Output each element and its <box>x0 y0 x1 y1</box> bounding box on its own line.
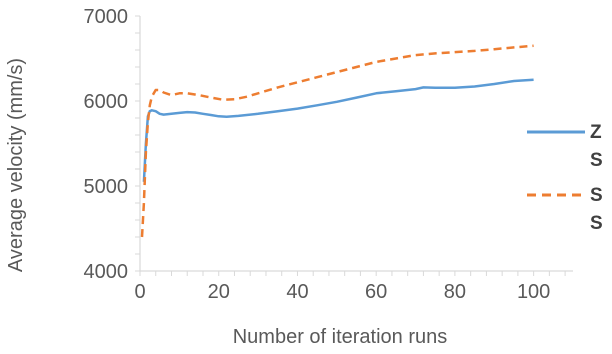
x-tick-labels: 0 20 40 60 80 100 <box>134 281 550 303</box>
x-tick-label: 20 <box>208 281 230 303</box>
x-tick-label: 0 <box>134 281 145 303</box>
x-tick-label: 80 <box>444 281 466 303</box>
x-tick-label: 40 <box>286 281 308 303</box>
legend-label-3: S <box>590 185 603 206</box>
y-tick-label: 4000 <box>84 261 129 283</box>
y-tick-label: 7000 <box>84 6 129 28</box>
series-line-zs <box>142 78 534 182</box>
y-tick-label: 6000 <box>84 91 129 113</box>
y-axis-title: Average velocity (mm/s) <box>5 58 27 272</box>
legend: Z S S S <box>527 122 603 234</box>
y-tick-labels: 4000 5000 6000 7000 <box>84 6 129 283</box>
axes <box>135 15 573 276</box>
minor-ticks <box>135 15 566 276</box>
series-line-ss <box>140 44 534 238</box>
x-tick-label: 60 <box>365 281 387 303</box>
legend-label-1: Z <box>590 122 602 143</box>
x-tick-label: 100 <box>517 281 550 303</box>
legend-label-4: S <box>590 213 603 234</box>
series-group <box>140 44 534 238</box>
legend-label-2: S <box>590 150 603 171</box>
x-axis-title: Number of iteration runs <box>233 326 448 348</box>
y-tick-label: 5000 <box>84 176 129 198</box>
